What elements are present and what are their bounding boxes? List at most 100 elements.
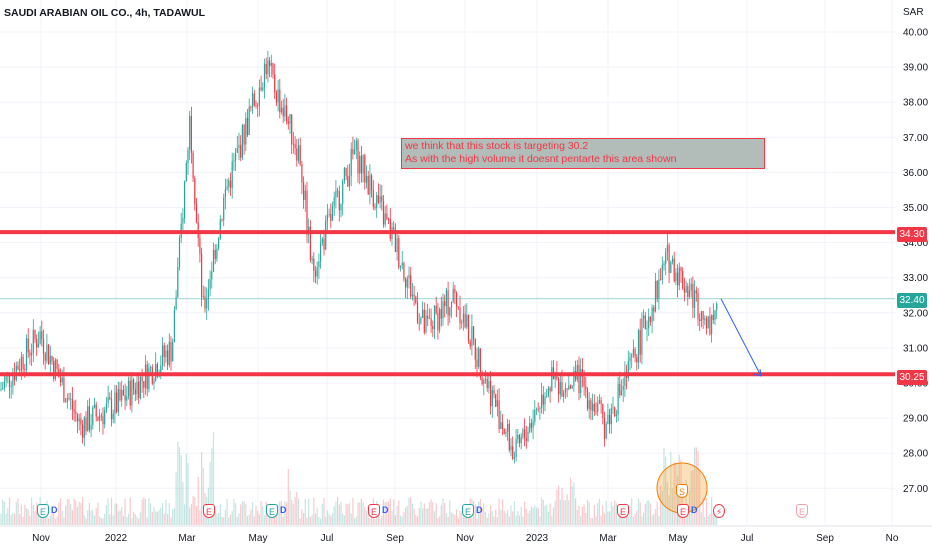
candle-body (479, 348, 481, 378)
volume-bar (250, 509, 252, 525)
earnings-icon[interactable]: E (266, 504, 278, 518)
volume-bar (199, 509, 201, 525)
volume-bar (255, 505, 257, 525)
earnings-icon[interactable]: E (617, 504, 629, 518)
volume-bar (194, 497, 196, 525)
dividend-icon[interactable]: D (382, 505, 389, 515)
candle-body (246, 118, 249, 135)
volume-bar (452, 513, 454, 525)
time-axis[interactable]: Nov 2022 Mar May Jul Sep Nov 2023 Mar May Jul Sep No (0, 525, 932, 544)
split-icon[interactable]: S (676, 484, 688, 498)
candle-body (201, 253, 203, 298)
volume-bar (428, 502, 430, 525)
candle-body (325, 220, 327, 250)
candle-body (299, 145, 301, 165)
volume-bar (20, 504, 22, 525)
candle-body (374, 206, 376, 208)
candle-body (352, 148, 354, 155)
projection-arrow[interactable] (720, 298, 762, 377)
volume-bar (286, 502, 288, 525)
volume-bar (413, 508, 415, 525)
volume-bar (42, 513, 45, 525)
candle-body (629, 356, 631, 362)
candle-body (442, 301, 444, 319)
candle-body (607, 414, 609, 424)
annotation-box[interactable]: we think that this stock is targeting 30… (401, 138, 765, 169)
candle-body (682, 271, 684, 289)
candle-body (309, 226, 311, 260)
volume-bar (700, 512, 702, 525)
candle-body (104, 410, 106, 425)
volume-bar (277, 503, 279, 525)
volume-bar (610, 501, 612, 525)
candle-body (413, 294, 415, 297)
volume-bar (405, 507, 407, 525)
candle-body (204, 296, 206, 309)
volume-bar (219, 503, 221, 525)
volume-bar (192, 496, 194, 525)
candle-body (238, 144, 240, 149)
candle-body (59, 377, 62, 383)
volume-bar (654, 508, 657, 525)
candle-body (190, 115, 192, 153)
candle-body (699, 319, 701, 322)
volume-bar (534, 505, 536, 525)
volume-bar (440, 505, 442, 525)
candle-body (399, 265, 402, 268)
volume-bar (425, 508, 427, 525)
candle-body (14, 374, 16, 380)
volume-bar (158, 509, 160, 525)
candle-body (372, 190, 374, 207)
x-tick-label: Nov (32, 533, 50, 544)
volume-bar (10, 514, 12, 525)
candle-body (275, 91, 277, 103)
volume-bar (143, 497, 145, 525)
volume-bar (467, 515, 470, 525)
candle-body (83, 417, 85, 438)
lightning-icon[interactable]: ⚡ (713, 504, 725, 518)
volume-bar (201, 452, 203, 525)
volume-bar (313, 497, 315, 525)
candle-body (649, 316, 651, 322)
volume-bar (401, 516, 403, 525)
candle-body (260, 87, 262, 91)
volume-bar (660, 485, 662, 525)
earnings-icon[interactable]: E (37, 504, 49, 518)
volume-bar (457, 518, 459, 525)
candle-body (20, 356, 22, 371)
candle-body (161, 345, 164, 366)
earnings-icon[interactable]: E (462, 504, 474, 518)
volume-bar (93, 515, 96, 525)
candle-body (228, 180, 230, 187)
candle-body (527, 431, 529, 441)
candle-body (48, 344, 50, 364)
earnings-icon[interactable]: E (677, 504, 689, 518)
earnings-icon[interactable]: E (796, 504, 808, 518)
candle-body (192, 152, 194, 179)
earnings-icon[interactable]: E (203, 504, 215, 518)
volume-bar (241, 501, 243, 525)
chart-grid (0, 0, 895, 525)
volume-bar (447, 516, 449, 525)
volume-bar (359, 502, 361, 525)
candle-body (51, 356, 53, 362)
earnings-icon[interactable]: E (368, 504, 380, 518)
volume-bar (488, 513, 490, 525)
volume-bar (541, 497, 543, 525)
price-axis[interactable]: 27.0028.0029.0030.0031.0032.0033.0034.00… (903, 28, 928, 495)
volume-bar (510, 505, 512, 525)
volume-bar (258, 514, 260, 525)
candle-body (692, 283, 694, 309)
dividend-icon[interactable]: D (280, 505, 287, 515)
volume-bar (85, 518, 87, 525)
dividend-icon[interactable]: D (691, 505, 698, 515)
dividend-icon[interactable]: D (476, 505, 483, 515)
candle-body (384, 213, 386, 225)
volume-bar (683, 513, 685, 525)
candle-body (396, 238, 398, 253)
volume-bar (403, 512, 405, 525)
volume-bar (503, 510, 505, 525)
volume-bar (661, 490, 663, 525)
dividend-icon[interactable]: D (51, 505, 58, 515)
